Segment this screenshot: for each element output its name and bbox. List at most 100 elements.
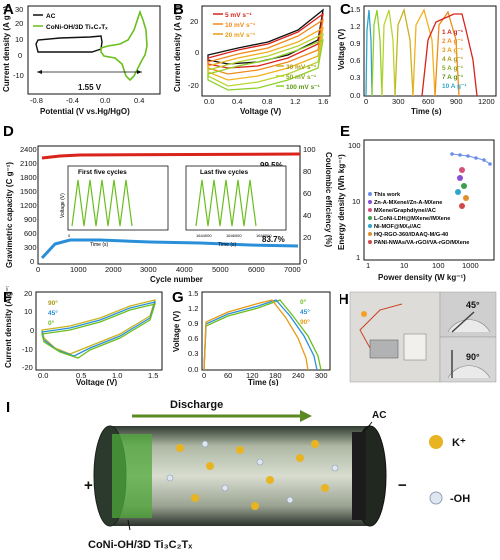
e-legend-3: L-CoNi-LDH@MXene//MXene: [374, 216, 450, 222]
angle-90: 90°: [466, 352, 480, 362]
panel-label-f: F: [3, 289, 12, 306]
d-ytick-6: 1800: [20, 173, 37, 182]
panel-c-chart: C 1 A g⁻¹ 2 A g⁻¹ 3 A g⁻¹ 4 A g⁻¹ 5 A g⁻…: [337, 1, 497, 116]
c-xtick-3: 900: [450, 97, 463, 106]
inset-left-xlabel: Time (s): [90, 242, 108, 248]
panel-label-a: A: [3, 1, 14, 18]
e-legend-1: Zn-A-MXene//Zn-A-MXene: [374, 200, 442, 206]
ac-cv-curve: [35, 35, 103, 53]
panel-i-schematic: I Discharge + − AC K⁺ -OH CoNi-OH/3D Ti₃…: [6, 399, 470, 551]
panel-g-chart: G 0° 45° 90° 0 60 120 180 240 300 0.0 0.…: [172, 289, 331, 387]
b-xtick-4: 1.6: [318, 97, 328, 106]
e-ytick-1: 10: [352, 197, 360, 206]
f-ylabel: Current density (A g⁻¹): [4, 286, 13, 368]
f-ytick-2: -10: [22, 345, 33, 354]
k-ion-icon: [429, 435, 443, 449]
a-xtick-3: 0.4: [134, 96, 144, 105]
g-xtick-3: 180: [269, 371, 282, 380]
f-xtick-0: 0.0: [38, 371, 48, 380]
panel-a: A 1.55 V AC CoNi-OH/3D Ti₃C₂Tₓ -0.8 -0.4…: [0, 0, 168, 118]
b-legend-30: 30 mV s⁻¹: [286, 64, 316, 71]
panel-h: H 45° 90°: [338, 290, 498, 384]
e-legend-6: PANI-NWAs/VA-rGO//VA-rGO/MXene: [374, 240, 469, 246]
a-ytick-3: 20: [15, 19, 23, 28]
b-ylabel: Current density (A g⁻¹): [173, 6, 182, 92]
e-legend-2: MXene/Graphdiyne//AC: [374, 208, 436, 214]
oh-ion-icon: [429, 491, 443, 505]
coni-electrode: [112, 434, 152, 518]
e-ytick-0: 1: [356, 253, 360, 262]
d-ytick-1: 300: [24, 243, 37, 252]
d-xtick-0: 0: [36, 265, 40, 274]
d-rtick-4: 80: [303, 167, 311, 176]
window-annotation: 1.55 V: [78, 83, 102, 92]
a-ytick-2: 10: [15, 35, 23, 44]
f-xtick-2: 1.0: [112, 371, 122, 380]
b-xlabel: Voltage (V): [240, 107, 282, 116]
ac-electrode: [352, 432, 366, 520]
b-ytick-0: -20: [188, 81, 199, 90]
d-ylabel-right: Coulombic efficiency (%): [324, 152, 333, 247]
f-xtick-3: 1.5: [148, 371, 158, 380]
g-ylabel: Voltage (V): [172, 310, 181, 352]
c-xtick-0: 0: [364, 97, 368, 106]
legend-ac: AC: [46, 13, 56, 20]
b-xtick-2: 0.8: [262, 97, 272, 106]
d-xtick-7: 7000: [284, 265, 301, 274]
e-legend-0: This work: [374, 192, 401, 198]
panel-label-g: G: [172, 289, 184, 306]
b-xtick-1: 0.4: [232, 97, 242, 106]
a-ytick-4: 30: [15, 5, 23, 14]
minus-sign: −: [398, 477, 407, 494]
d-xtick-4: 4000: [176, 265, 193, 274]
d-rtick-5: 100: [303, 145, 316, 154]
d-ylabel-left: Gravimetric capacity (C g⁻¹): [5, 162, 14, 268]
panel-b: B 5 mV s⁻¹ 10 mV s⁻¹ 20 mV s⁻¹ 30 mV s⁻¹…: [168, 0, 336, 118]
c-ytick-2: 0.6: [350, 56, 360, 65]
panel-d: D 99.5% 83.7% First five cycles Time (s)…: [0, 118, 336, 286]
e-ytick-2: 100: [348, 141, 361, 150]
c-xtick-2: 600: [422, 97, 435, 106]
g-ytick-1: 0.3: [188, 349, 198, 358]
f-ytick-6: 10: [24, 307, 32, 316]
panel-e-chart: E This work Zn-A-MXene//Zn-A-MXene MXene…: [337, 123, 495, 282]
a-ytick-1: 0: [18, 51, 22, 60]
f-ytick-4: 0: [30, 326, 34, 335]
d-rtick-1: 20: [303, 233, 311, 242]
c-ytick-1: 0.3: [350, 73, 360, 82]
a-xtick-1: -0.4: [66, 96, 79, 105]
inset-left-ylabel: Voltage (V): [60, 193, 66, 218]
g-xtick-2: 120: [246, 371, 259, 380]
panel-d-chart: D 99.5% 83.7% First five cycles Time (s)…: [3, 123, 333, 284]
inset-left-xticks: 0: [68, 233, 71, 238]
d-rtick-2: 40: [303, 211, 311, 220]
c-ytick-5: 1.5: [350, 5, 360, 14]
plus-sign: +: [84, 477, 93, 494]
a-xlabel: Potential (V vs.Hg/HgO): [40, 107, 130, 116]
b-ytick-2: 20: [190, 17, 198, 26]
b-legend-50: 50 mV s⁻¹: [286, 74, 316, 81]
c-xtick-4: 1200: [478, 97, 495, 106]
g-xtick-5: 300: [315, 371, 328, 380]
a-xtick-2: 0.0: [100, 96, 110, 105]
c-ytick-0: 0.0: [350, 91, 360, 100]
g-xtick-0: 0: [202, 371, 206, 380]
retention-label: 83.7%: [262, 235, 285, 244]
f-legend-0: 0°: [48, 319, 55, 327]
d-xlabel: Cycle number: [150, 275, 203, 284]
g-xtick-1: 60: [224, 371, 232, 380]
c-legend-5: 5 A g⁻¹: [442, 65, 463, 72]
inset-right-xtick-1: 1646000: [226, 233, 242, 238]
g-legend-45: 45°: [300, 308, 310, 316]
panel-a-frame: [27, 5, 161, 95]
g-ytick-3: 0.9: [188, 319, 198, 328]
b-xtick-3: 1.2: [290, 97, 300, 106]
c-legend-10: 10 A g⁻¹: [442, 83, 467, 90]
panel-label-c: C: [340, 1, 351, 18]
e-legend-4: Ni-MOF@MXₓ//AC: [374, 224, 421, 230]
coni-cv-curve: [100, 9, 148, 82]
c-legend-1: 1 A g⁻¹: [442, 29, 463, 36]
f-xtick-1: 0.5: [76, 371, 86, 380]
c-xtick-1: 300: [392, 97, 405, 106]
k-label: K⁺: [452, 437, 466, 449]
